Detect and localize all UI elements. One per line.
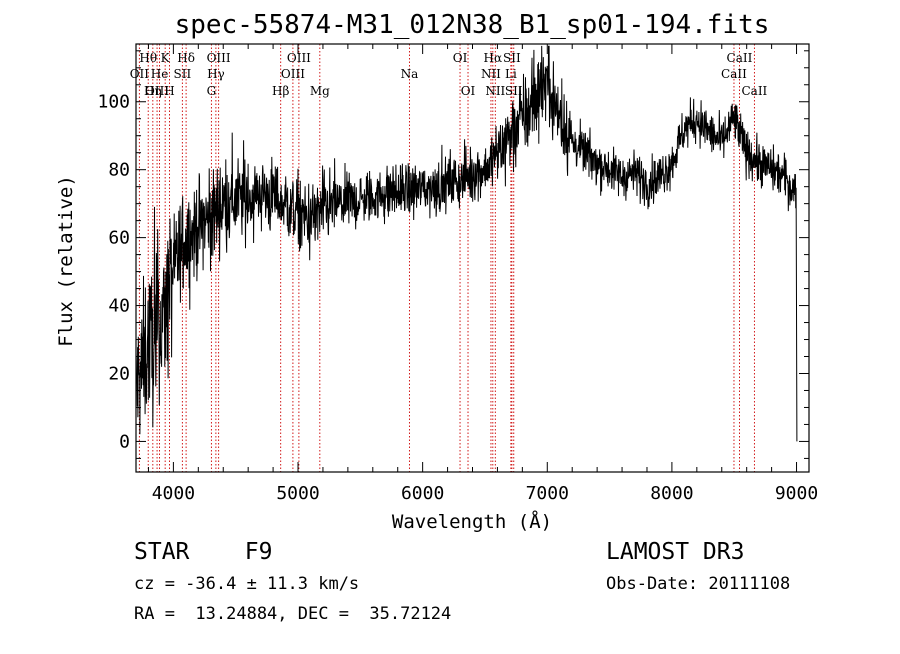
object-class: STAR F9 (134, 539, 273, 565)
x-tick-label: 7000 (526, 483, 569, 504)
line-marker-label: Na (401, 67, 419, 81)
line-labels: HθOIIOIIIHeHηKHSIIHδGHγOIIIHβOIIIOIIIMgN… (130, 51, 768, 98)
y-tick-label: 60 (108, 228, 130, 249)
line-marker-label: OIII (145, 84, 169, 98)
x-tick-label: 6000 (401, 483, 444, 504)
line-marker-label: Hδ (177, 51, 195, 65)
y-tick-label: 40 (108, 296, 130, 317)
line-marker-label: OII (130, 67, 150, 81)
y-axis-label: Flux (relative) (55, 175, 77, 347)
x-tick-label: 5000 (276, 483, 319, 504)
line-marker-label: CaII (741, 84, 767, 98)
line-marker-label: Hη (144, 84, 162, 98)
line-marker-label: SII (503, 51, 521, 65)
line-marker-label: He (151, 67, 169, 81)
line-marker-label: H (164, 84, 174, 98)
x-tick-label: 9000 (775, 483, 818, 504)
line-marker-label: CaII (721, 67, 747, 81)
observation-date: Obs-Date: 20111108 (606, 574, 791, 594)
line-marker-label: Hβ (272, 84, 289, 98)
plot-frame (135, 43, 810, 473)
line-marker-label: Mg (310, 84, 330, 98)
line-marker-label: OI (453, 51, 468, 65)
line-marker-label: Hθ (139, 51, 157, 65)
line-marker-label: OIII (281, 67, 305, 81)
x-axis-label: Wavelength (Å) (392, 510, 552, 533)
line-marker-label: CaII (727, 51, 753, 65)
spectrum-line (135, 45, 798, 442)
y-tick-label: 100 (97, 92, 130, 113)
y-tick-label: 20 (108, 363, 130, 384)
redshift-cz: cz = -36.4 ± 11.3 km/s (134, 574, 360, 594)
x-tick-label: 8000 (650, 483, 693, 504)
line-marker-label: OI (461, 84, 476, 98)
y-tick-label: 80 (108, 160, 130, 181)
line-marker-label: SII (505, 84, 523, 98)
line-marker-label: SII (174, 67, 192, 81)
line-marker-label: Li (505, 67, 517, 81)
line-markers (138, 44, 755, 472)
survey-name: LAMOST DR3 (606, 539, 745, 565)
line-marker-label: Hγ (207, 67, 225, 81)
y-tick-label: 0 (119, 431, 130, 452)
axes: 4000 5000 6000 7000 8000 9000 0 20 40 60 80 100 (97, 43, 818, 504)
line-marker-label: OIII (207, 51, 231, 65)
line-marker-label: NII (481, 67, 501, 81)
spectrum-series (135, 45, 798, 442)
line-marker-label: K (161, 51, 171, 65)
ra-dec-coordinates: RA = 13.24884, DEC = 35.72124 (134, 604, 452, 624)
line-marker-label: OIII (287, 51, 311, 65)
x-tick-label: 4000 (152, 483, 195, 504)
line-marker-label: G (207, 84, 217, 98)
chart-title: spec-55874-M31_012N38_B1_sp01-194.fits (175, 10, 770, 40)
line-marker-label: NII (485, 84, 505, 98)
line-marker-label: Hα (484, 51, 503, 65)
